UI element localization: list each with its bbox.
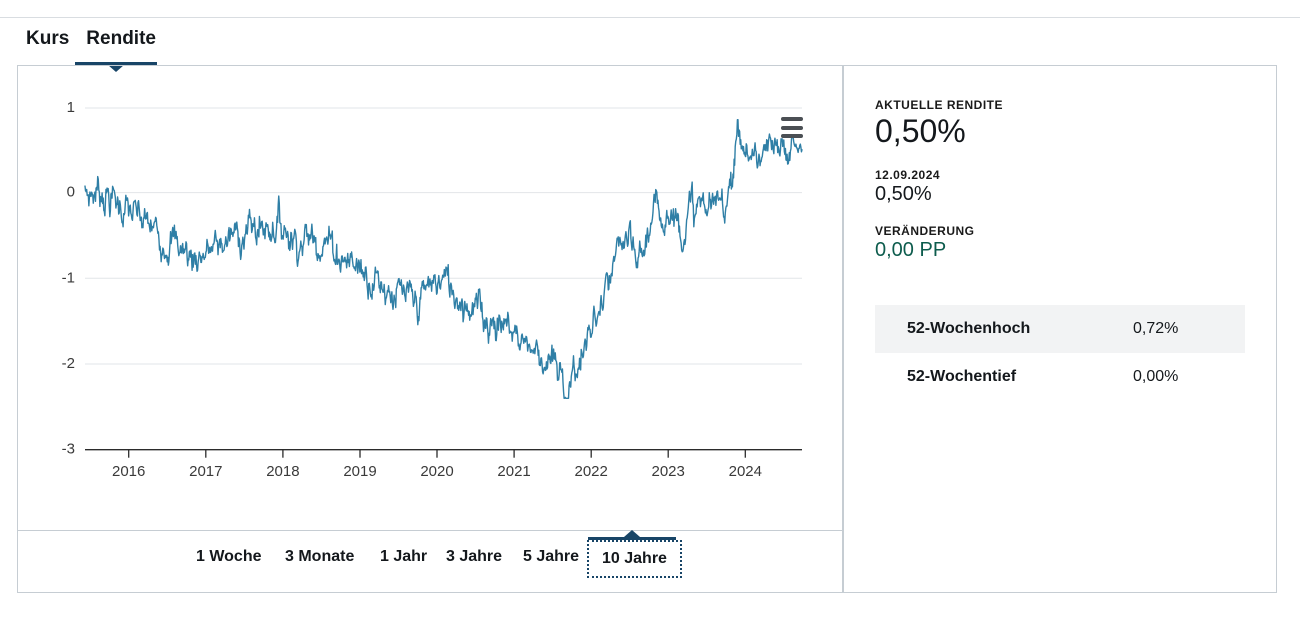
svg-text:2024: 2024 — [729, 463, 762, 480]
svg-text:2020: 2020 — [420, 463, 453, 480]
svg-text:1: 1 — [67, 99, 75, 116]
svg-text:0: 0 — [67, 184, 75, 201]
svg-text:2018: 2018 — [266, 463, 299, 480]
svg-text:2019: 2019 — [343, 463, 376, 480]
svg-text:2016: 2016 — [112, 463, 145, 480]
svg-text:-2: -2 — [62, 355, 75, 372]
svg-text:2017: 2017 — [189, 463, 222, 480]
svg-text:-1: -1 — [62, 269, 75, 286]
svg-text:2022: 2022 — [575, 463, 608, 480]
svg-text:2021: 2021 — [497, 463, 530, 480]
svg-text:-3: -3 — [62, 441, 75, 458]
svg-text:2023: 2023 — [652, 463, 685, 480]
